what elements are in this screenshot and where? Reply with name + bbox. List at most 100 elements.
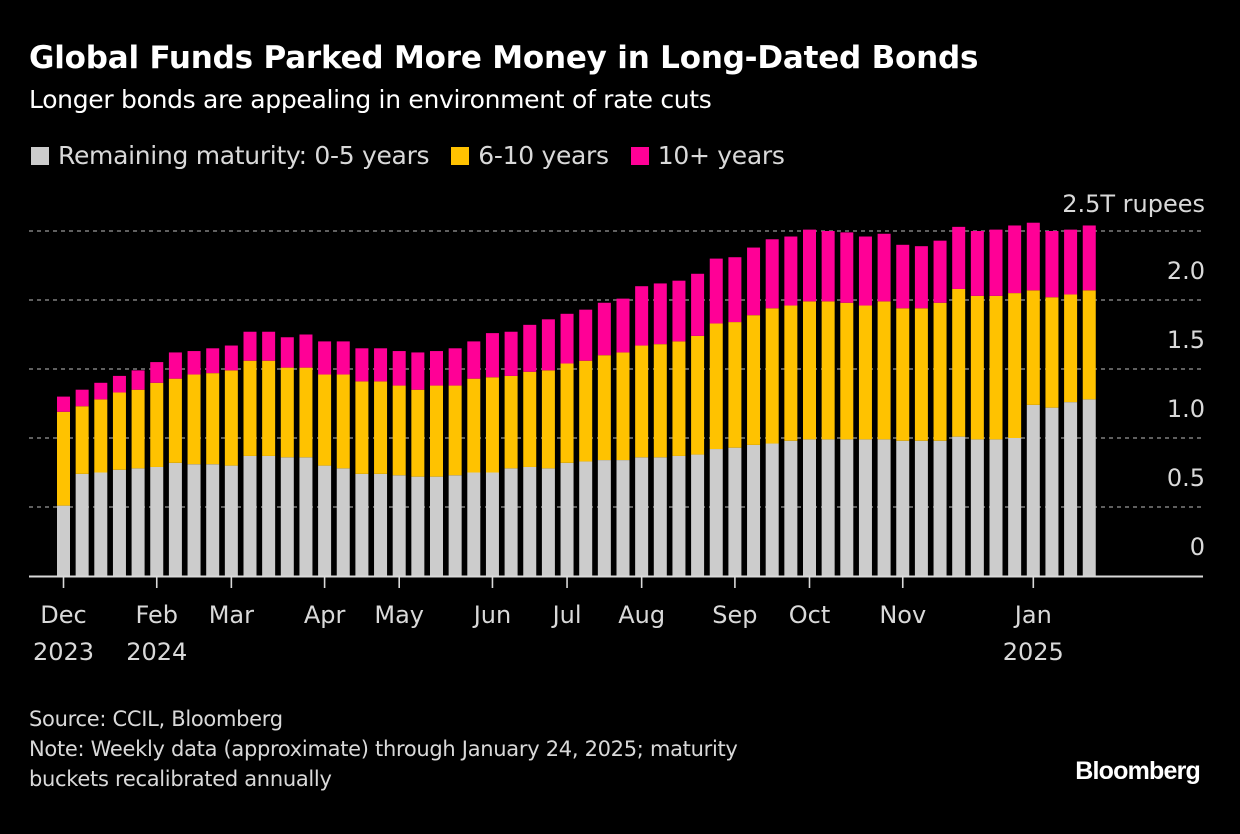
legend-swatch-0-5-years bbox=[31, 146, 49, 165]
bar-segment-0-5-years bbox=[280, 457, 294, 576]
bar-segment-0-5-years bbox=[579, 461, 593, 576]
bar-segment-10-plus-years bbox=[150, 362, 164, 383]
bar-segment-10-plus-years bbox=[1045, 231, 1059, 298]
bar-segment-6-10-years bbox=[952, 288, 966, 437]
bar-segment-0-5-years bbox=[1045, 407, 1059, 576]
bar-stack bbox=[392, 351, 406, 576]
bar-segment-6-10-years bbox=[784, 305, 798, 441]
bar-segment-0-5-years bbox=[728, 447, 742, 576]
bar-segment-6-10-years bbox=[280, 367, 294, 458]
bar-stack bbox=[485, 333, 499, 576]
bar-segment-0-5-years bbox=[709, 449, 723, 576]
bar-segment-0-5-years bbox=[187, 464, 201, 576]
bar-segment-0-5-years bbox=[821, 439, 835, 576]
bar-segment-6-10-years bbox=[914, 308, 928, 441]
bar-stack bbox=[206, 348, 220, 576]
bar-segment-6-10-years bbox=[262, 360, 276, 456]
bar-segment-6-10-years bbox=[355, 381, 369, 474]
bar-segment-6-10-years bbox=[970, 295, 984, 440]
bar-segment-10-plus-years bbox=[970, 231, 984, 296]
bar-segment-0-5-years bbox=[541, 468, 555, 576]
legend-swatch-10-plus-years bbox=[630, 146, 649, 165]
bar-stack bbox=[224, 345, 238, 576]
bar-segment-0-5-years bbox=[224, 465, 238, 576]
bar-segment-10-plus-years bbox=[691, 273, 705, 336]
bar-segment-0-5-years bbox=[112, 469, 126, 576]
bar-segment-6-10-years bbox=[560, 363, 574, 463]
bar-stack bbox=[840, 232, 854, 576]
bar-stack bbox=[1026, 222, 1040, 576]
bar-stack bbox=[336, 341, 350, 576]
bar-stack bbox=[94, 382, 108, 576]
bar-segment-6-10-years bbox=[150, 382, 164, 467]
bar-stack bbox=[467, 341, 481, 576]
bar-segment-10-plus-years bbox=[243, 331, 257, 361]
footer: Source: CCIL, Bloomberg Note: Weekly dat… bbox=[29, 704, 738, 794]
bar-segment-10-plus-years bbox=[1008, 225, 1022, 294]
bar-segment-0-5-years bbox=[1008, 438, 1022, 576]
bar-segment-6-10-years bbox=[840, 302, 854, 440]
bar-segment-6-10-years bbox=[94, 399, 108, 473]
bar-segment-6-10-years bbox=[1082, 290, 1096, 400]
bloomberg-logo: Bloomberg bbox=[1075, 757, 1201, 785]
bar-stack bbox=[112, 375, 126, 576]
data-note-line-2: buckets recalibrated annually bbox=[29, 767, 332, 791]
bar-segment-10-plus-years bbox=[206, 348, 220, 374]
bar-stack bbox=[784, 236, 798, 576]
bar-stack bbox=[430, 351, 443, 576]
bar-segment-10-plus-years bbox=[94, 382, 108, 400]
bar-segment-0-5-years bbox=[150, 466, 164, 576]
bar-segment-6-10-years bbox=[224, 370, 238, 466]
bar-segment-0-5-years bbox=[616, 460, 630, 576]
bar-segment-10-plus-years bbox=[821, 231, 835, 302]
bar-segment-0-5-years bbox=[803, 439, 816, 576]
bar-stack bbox=[57, 396, 70, 576]
bar-segment-10-plus-years bbox=[168, 352, 182, 379]
bar-segment-0-5-years bbox=[989, 439, 1003, 576]
bar-stack bbox=[75, 389, 89, 576]
bar-segment-6-10-years bbox=[877, 301, 891, 440]
bar-segment-10-plus-years bbox=[728, 257, 742, 323]
bar-segment-0-5-years bbox=[747, 444, 761, 576]
bar-segment-0-5-years bbox=[299, 457, 313, 576]
bar-segment-0-5-years bbox=[952, 436, 966, 576]
bar-segment-6-10-years bbox=[933, 302, 947, 441]
bar-segment-6-10-years bbox=[635, 345, 649, 458]
bar-stack bbox=[355, 348, 369, 576]
bar-segment-10-plus-years bbox=[374, 348, 388, 382]
bar-segment-10-plus-years bbox=[467, 341, 481, 379]
bar-stack bbox=[150, 362, 164, 576]
bar-segment-0-5-years bbox=[94, 472, 108, 576]
bar-segment-0-5-years bbox=[75, 473, 89, 576]
bar-segment-6-10-years bbox=[709, 323, 723, 450]
bar-segment-10-plus-years bbox=[560, 313, 574, 364]
x-tick-label: Dec bbox=[40, 601, 86, 629]
bar-stack bbox=[989, 229, 1003, 576]
bar-segment-0-5-years bbox=[467, 472, 481, 576]
bar-stack bbox=[579, 309, 593, 576]
bar-segment-0-5-years bbox=[560, 462, 574, 576]
bar-stack bbox=[877, 233, 891, 576]
bar-segment-10-plus-years bbox=[504, 331, 518, 376]
bar-segment-6-10-years bbox=[747, 315, 761, 445]
bar-segment-10-plus-years bbox=[989, 229, 1003, 296]
bar-segment-0-5-years bbox=[57, 505, 70, 576]
bar-segment-0-5-years bbox=[691, 454, 705, 576]
bar-stack bbox=[243, 331, 257, 576]
legend-label-10-plus-years: 10+ years bbox=[657, 141, 785, 170]
bar-segment-0-5-years bbox=[933, 440, 947, 576]
x-tick-label: Aug bbox=[618, 601, 665, 629]
bar-segment-6-10-years bbox=[504, 375, 518, 469]
bar-segment-6-10-years bbox=[1045, 297, 1059, 408]
bar-stack bbox=[616, 298, 630, 576]
legend-item-6-10-years: 6-10 years bbox=[451, 141, 609, 170]
bar-segment-6-10-years bbox=[1026, 290, 1040, 405]
bar-segment-0-5-years bbox=[858, 439, 872, 576]
bar-segment-10-plus-years bbox=[877, 233, 891, 302]
legend-label-6-10-years: 6-10 years bbox=[478, 141, 609, 170]
y-tick-label: 0 bbox=[1190, 533, 1205, 561]
bar-stack bbox=[803, 229, 816, 576]
source-note: Source: CCIL, Bloomberg bbox=[29, 707, 283, 731]
bar-stack bbox=[896, 244, 910, 576]
x-tick-year-label: 2023 bbox=[33, 638, 94, 666]
